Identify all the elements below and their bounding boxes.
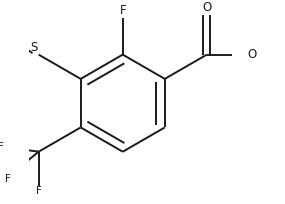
Text: F: F bbox=[36, 186, 42, 196]
Text: F: F bbox=[0, 142, 4, 152]
Text: O: O bbox=[247, 48, 257, 61]
Text: S: S bbox=[30, 41, 38, 54]
Text: F: F bbox=[5, 174, 11, 184]
Text: F: F bbox=[119, 4, 126, 17]
Text: O: O bbox=[202, 1, 211, 14]
